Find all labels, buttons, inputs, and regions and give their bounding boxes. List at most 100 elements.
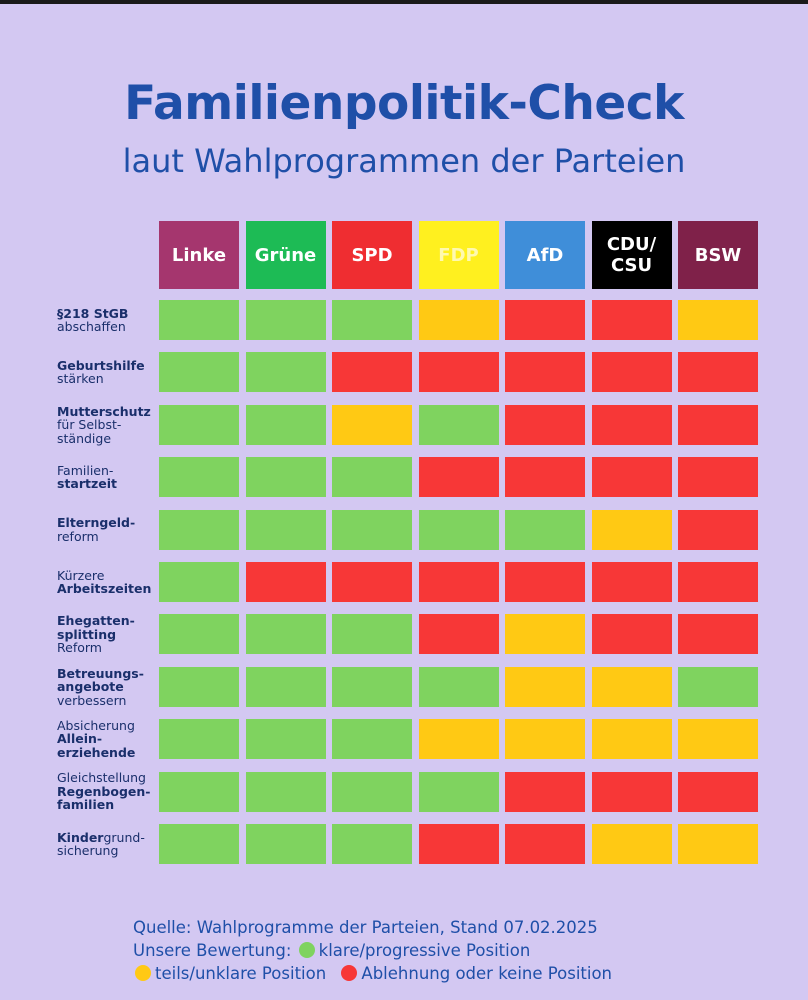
rating-cell-2-6 [678, 404, 758, 445]
row-label-text: Arbeitszeiten [57, 581, 152, 596]
row-label-line: Allein- [57, 732, 157, 746]
row-label-text: Reform [57, 640, 102, 656]
rating-cell-6-0 [159, 614, 239, 655]
party-header-3: FDP [418, 221, 499, 289]
party-header-1: Grüne [245, 221, 326, 289]
rating-cell-0-0 [159, 300, 239, 340]
row-label-8: Absicherung Allein-erziehende [57, 717, 157, 761]
row-label-line: familien [57, 798, 157, 812]
rating-cell-9-0 [159, 771, 239, 812]
row-label-text: Gleichstellung [57, 770, 146, 786]
legend-yellow-dot-icon [135, 965, 151, 981]
rating-cell-4-6 [678, 509, 758, 550]
legend-line-2: teils/unklare Position Ablehnung oder ke… [133, 962, 783, 985]
rating-cell-2-2 [332, 404, 412, 445]
row-label-line: startzeit [57, 477, 157, 491]
row-label-line: Betreuungs- [57, 665, 157, 681]
row-label-line: erziehende [57, 746, 157, 760]
row-label-7: Betreuungs-angebote verbessern [57, 665, 157, 709]
row-label-line: reform [57, 528, 157, 544]
rating-cell-3-0 [159, 457, 239, 498]
rating-cell-5-4 [505, 562, 585, 602]
footer: Quelle: Wahlprogramme der Parteien, Stan… [133, 916, 783, 985]
row-label-text: Familien- [57, 462, 114, 478]
row-label-1: Geburtshilfe stärken [57, 350, 157, 394]
row-label-line: für Selbst- [57, 418, 157, 432]
row-label-text: Allein- [57, 731, 103, 747]
rating-cell-9-5 [591, 771, 672, 812]
rating-cell-6-5 [591, 614, 672, 655]
row-label-line: splitting [57, 626, 157, 642]
rating-cell-3-4 [505, 457, 585, 498]
rating-cell-1-2 [332, 352, 412, 393]
legend-intro: Unsere Bewertung: [133, 941, 292, 960]
row-label-text: familien [57, 797, 115, 813]
rating-cell-7-6 [678, 666, 758, 707]
legend-red-dot-icon [341, 965, 358, 981]
row-label-line: Mutterschutz [57, 404, 157, 419]
row-label-text: Absicherung [57, 717, 135, 733]
party-header-6: BSW [678, 221, 758, 289]
legend-green-label: klare/progressive Position [318, 941, 531, 960]
legend-green-dot-icon [298, 942, 315, 958]
rating-cell-2-5 [591, 404, 672, 445]
rating-cell-0-5 [591, 300, 672, 340]
rating-cell-7-1 [245, 666, 326, 707]
row-label-text: Betreuungs- [57, 665, 144, 681]
party-header-4: AfD [505, 221, 585, 289]
rating-cell-0-2 [332, 300, 412, 340]
top-border [0, 0, 808, 4]
rating-cell-6-1 [245, 614, 326, 655]
rating-cell-4-4 [505, 509, 585, 550]
row-label-text: angebote [57, 679, 124, 695]
row-label-line: verbessern [57, 693, 157, 708]
rating-cell-8-0 [159, 719, 239, 760]
row-label-line: §218 StGB [57, 306, 157, 321]
row-label-text: reform [57, 528, 99, 544]
row-label-0: §218 StGB abschaffen [57, 298, 157, 342]
rating-cell-9-3 [418, 771, 499, 812]
rating-cell-1-6 [678, 352, 758, 393]
row-label-line: ständige [57, 431, 157, 446]
rating-cell-4-2 [332, 509, 412, 550]
row-label-line: Kindergrund- [57, 829, 157, 845]
rating-cell-2-3 [418, 404, 499, 445]
row-label-line: Geburtshilfe [57, 359, 157, 373]
row-label-text: sicherung [57, 843, 119, 858]
rating-cell-9-2 [332, 771, 412, 812]
row-label-text: Regenbogen- [57, 783, 151, 799]
row-label-line: Ehegatten- [57, 614, 157, 628]
rating-cell-0-6 [678, 300, 758, 340]
source-note: Quelle: Wahlprogramme der Parteien, Stan… [133, 918, 598, 937]
row-label-text: Kürzere [57, 567, 105, 583]
rating-cell-4-0 [159, 509, 239, 550]
rating-cell-10-4 [505, 824, 585, 864]
row-label-text: Geburtshilfe [57, 357, 145, 373]
rating-cell-10-6 [678, 824, 758, 864]
rating-cell-3-2 [332, 457, 412, 498]
rating-cell-1-0 [159, 352, 239, 393]
rating-cell-1-3 [418, 352, 499, 393]
row-label-text: splitting [57, 626, 117, 642]
row-label-line: Elterngeld- [57, 516, 157, 530]
rating-cell-7-4 [505, 666, 585, 707]
row-label-text: grund- [103, 829, 145, 845]
row-label-line: Reform [57, 641, 157, 655]
rating-cell-8-6 [678, 719, 758, 760]
rating-cell-4-3 [418, 509, 499, 550]
row-label-10: Kindergrund-sicherung [57, 822, 157, 866]
rating-cell-10-2 [332, 824, 412, 864]
legend-red-label: Ablehnung oder keine Position [361, 964, 613, 983]
row-label-3: Familien-startzeit [57, 455, 157, 499]
row-label-text: Elterngeld- [57, 515, 136, 531]
rating-cell-1-1 [245, 352, 326, 393]
rating-cell-6-4 [505, 614, 585, 655]
row-label-2: Mutterschutz für Selbst-ständige [57, 403, 157, 447]
party-header-2: SPD [332, 221, 412, 289]
row-label-line: Absicherung [57, 719, 157, 733]
page-subtitle: laut Wahlprogrammen der Parteien [122, 142, 686, 180]
rating-cell-3-3 [418, 457, 499, 498]
rating-cell-10-1 [245, 824, 326, 864]
rating-cell-0-1 [245, 300, 326, 340]
